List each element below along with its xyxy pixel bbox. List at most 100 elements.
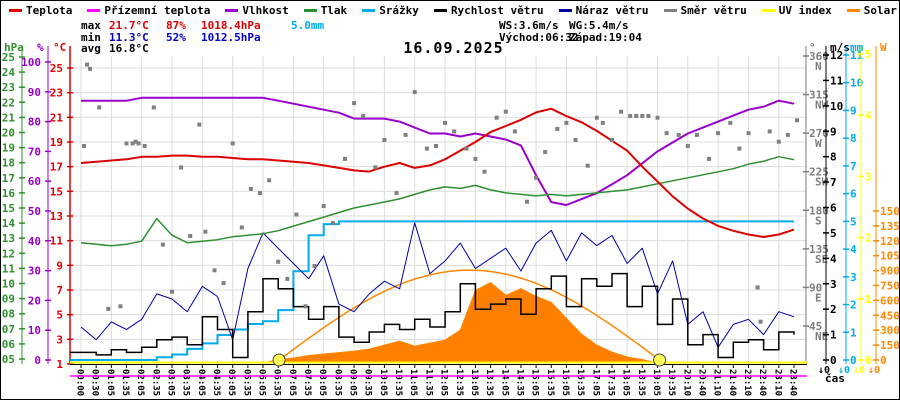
legend-label: Solar — [863, 4, 897, 17]
svg-text:70: 70 — [28, 145, 41, 158]
svg-text:07:05: 07:05 — [287, 369, 297, 396]
svg-text:600: 600 — [880, 294, 899, 307]
svg-text:↓0: ↓0 — [868, 365, 880, 376]
svg-text:8: 8 — [830, 151, 837, 164]
wind-sun-stats: WS:3.6m/s WG:5.4m/s Východ:06:32Západ:19:… — [499, 20, 642, 43]
svg-text:1014: 1014 — [1, 217, 15, 230]
svg-text:9: 9 — [830, 125, 837, 138]
svg-text:300: 300 — [880, 324, 899, 337]
svg-text:10: 10 — [28, 324, 41, 337]
svg-text:11: 11 — [830, 74, 844, 87]
svg-text:15:35: 15:35 — [545, 369, 555, 396]
svg-text:22:10: 22:10 — [742, 369, 752, 396]
svg-text:E: E — [815, 291, 822, 304]
svg-text:80: 80 — [28, 116, 41, 129]
svg-text:09:05: 09:05 — [348, 369, 358, 396]
svg-text:m/s: m/s — [830, 41, 850, 54]
svg-text:100: 100 — [21, 56, 41, 69]
svg-text:10:05: 10:05 — [378, 369, 388, 396]
stats-avg-row: avg 16.8°C — [81, 43, 324, 55]
sunset-time: Západ:19:04 — [569, 30, 642, 44]
legend-item: Přízemní teplota — [87, 4, 210, 17]
svg-text:1: 1 — [56, 358, 63, 371]
legend-item: Tlak — [303, 4, 347, 17]
svg-text:23: 23 — [50, 87, 63, 100]
svg-text:270: 270 — [809, 127, 829, 140]
svg-text:%: % — [37, 41, 44, 54]
svg-text:W: W — [880, 41, 887, 54]
legend-item: Směr větru — [663, 4, 747, 17]
wind-speed-stat: WS:3.6m/s — [499, 19, 559, 32]
svg-text:7: 7 — [830, 176, 837, 189]
svg-text:1024: 1024 — [1, 66, 15, 79]
svg-text:1006: 1006 — [1, 338, 15, 351]
svg-text:8: 8 — [850, 132, 857, 145]
legend-label: Teplota — [26, 4, 73, 17]
svg-text:150: 150 — [880, 339, 899, 352]
svg-text:03:05: 03:05 — [166, 369, 176, 396]
svg-text:1007: 1007 — [1, 323, 15, 336]
svg-text:°C: °C — [53, 41, 66, 54]
svg-text:17:05: 17:05 — [590, 369, 600, 396]
svg-text:13: 13 — [50, 210, 63, 223]
svg-text:3: 3 — [850, 271, 857, 284]
max-pressure: 1018.4hPa — [201, 19, 261, 32]
legend-swatch-icon — [761, 9, 775, 12]
svg-text:750: 750 — [880, 280, 899, 293]
svg-text:17:35: 17:35 — [605, 369, 615, 396]
svg-text:NE: NE — [815, 330, 828, 343]
svg-text:11: 11 — [850, 49, 864, 62]
svg-text:04:05: 04:05 — [196, 369, 206, 396]
legend-swatch-icon — [663, 9, 677, 12]
stats-block: max 21.7°C 87% 1018.4hPa 5.0mm min 11.3°C 52% 1… — [81, 20, 324, 55]
svg-text:11:35: 11:35 — [423, 369, 433, 396]
svg-text:05:05: 05:05 — [226, 369, 236, 396]
svg-text:360: 360 — [809, 50, 829, 63]
legend-swatch-icon — [225, 9, 239, 12]
svg-text:1010: 1010 — [1, 278, 15, 291]
legend-item: Rychlost větru — [433, 4, 544, 17]
svg-text:0: 0 — [880, 354, 887, 367]
svg-text:↓0: ↓0 — [818, 365, 830, 376]
legend-label: Náraz větru — [575, 4, 649, 17]
svg-text:SW: SW — [815, 176, 829, 189]
svg-text:20:40: 20:40 — [696, 369, 706, 396]
svg-text:NW: NW — [815, 99, 829, 112]
svg-text:10: 10 — [850, 77, 863, 90]
svg-text:mm: mm — [850, 41, 864, 54]
wind-gust-stat: WG:5.4m/s — [569, 19, 629, 32]
svg-text:14:05: 14:05 — [499, 369, 509, 396]
svg-text:40: 40 — [28, 235, 41, 248]
legend-swatch-icon — [9, 9, 22, 12]
legend-label: UV index — [778, 4, 832, 17]
svg-text:čas: čas — [825, 372, 845, 385]
svg-text:0: 0 — [830, 354, 837, 367]
svg-text:18:35: 18:35 — [636, 369, 646, 396]
svg-text:9: 9 — [56, 259, 63, 272]
svg-text:4: 4 — [850, 243, 857, 256]
svg-text:10: 10 — [830, 100, 843, 113]
legend-item: UV index — [761, 4, 832, 17]
svg-text:07:35: 07:35 — [302, 369, 312, 396]
svg-text:18:05: 18:05 — [621, 369, 631, 396]
svg-text:21: 21 — [50, 111, 64, 124]
svg-text:11:05: 11:05 — [408, 369, 418, 396]
svg-text:SE: SE — [815, 253, 828, 266]
legend-item: Solar — [846, 4, 897, 17]
max-temp: 21.7°C — [109, 19, 149, 32]
svg-text:10:35: 10:35 — [393, 369, 403, 396]
svg-text:6: 6 — [850, 188, 857, 201]
svg-text:N: N — [815, 60, 822, 73]
svg-text:09:35: 09:35 — [363, 369, 373, 396]
svg-text:05:35: 05:35 — [241, 369, 251, 396]
svg-text:02:35: 02:35 — [150, 369, 160, 396]
legend-swatch-icon — [303, 9, 317, 12]
svg-text:21:10: 21:10 — [712, 369, 722, 396]
svg-text:1015: 1015 — [1, 202, 15, 215]
legend-swatch-icon — [433, 9, 447, 12]
svg-text:W: W — [815, 137, 822, 150]
svg-text:2: 2 — [865, 232, 872, 245]
